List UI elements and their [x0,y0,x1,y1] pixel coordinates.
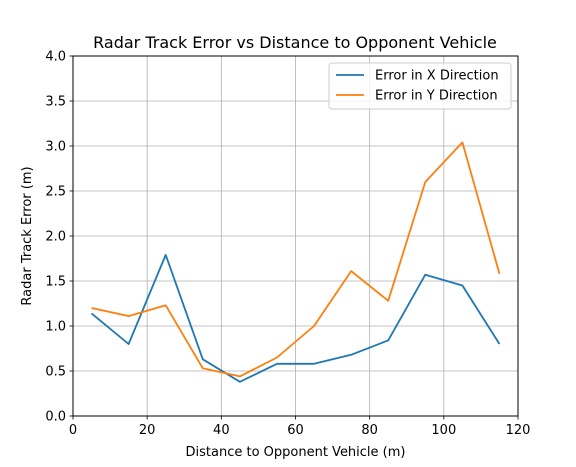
x-tick-label: 120 [506,423,531,438]
series-line-y-direction [91,141,501,378]
legend-label: Error in X Direction [375,69,499,84]
legend-label: Error in Y Direction [375,89,498,104]
y-axis-label: Radar Track Error (m) [20,166,35,305]
y-tick-label: 0.5 [45,365,66,380]
y-tick-label: 0.0 [45,410,66,425]
x-axis-label: Distance to Opponent Vehicle (m) [186,445,406,460]
x-tick-label: 20 [139,423,156,438]
x-tick-label: 60 [287,423,304,438]
legend-box [328,62,512,110]
y-tick-label: 4.0 [45,50,66,65]
x-tick-label: 40 [213,423,230,438]
legend: Error in X Direction Error in Y Direction [328,62,512,110]
y-tick-label: 2.0 [45,230,66,245]
chart-title: Radar Track Error vs Distance to Opponen… [93,33,497,52]
y-tick-label: 1.5 [45,275,66,290]
x-tick-label: 80 [361,423,378,438]
x-tick-label: 0 [69,423,77,438]
series-line-x-direction [90,253,501,383]
tick-layer: 0 20 40 60 80 100 120 0.0 0.5 1.0 1.5 2.0 2.5 3.0 3.5 4… [45,50,530,439]
x-tick-label: 100 [431,423,456,438]
y-tick-label: 2.5 [45,185,66,200]
y-tick-label: 1.0 [45,320,66,335]
y-tick-label: 3.5 [45,95,66,110]
y-tick-label: 3.0 [45,140,66,155]
series-layer [90,141,501,383]
